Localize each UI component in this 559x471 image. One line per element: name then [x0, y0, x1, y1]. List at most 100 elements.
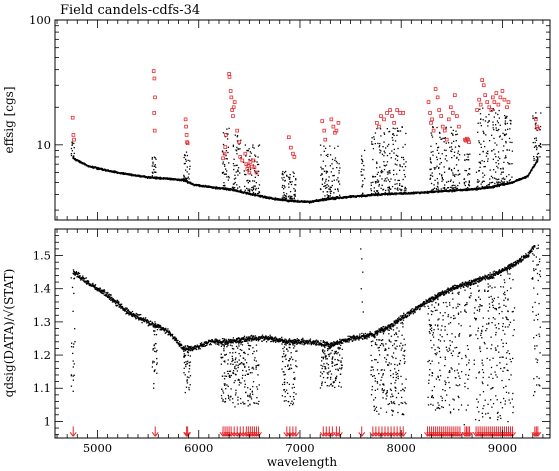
top-data-point — [73, 142, 75, 145]
bottom-data-point — [341, 338, 343, 341]
top-data-point — [388, 192, 390, 195]
bottom-data-point — [410, 311, 412, 313]
top-data-point — [377, 142, 379, 145]
bottom-data-point — [146, 320, 148, 322]
bottom-data-point — [301, 341, 303, 344]
top-data-point — [198, 185, 201, 188]
bottom-data-point — [237, 338, 239, 340]
bottom-data-point — [100, 290, 102, 292]
top-data-point — [505, 117, 508, 119]
top-data-point — [386, 154, 389, 157]
top-data-point — [482, 186, 484, 188]
top-data-point — [383, 161, 385, 163]
top-data-point — [283, 198, 285, 200]
bottom-data-point — [308, 343, 310, 345]
top-data-point — [295, 184, 297, 186]
top-data-point — [185, 177, 187, 179]
top-data-point — [296, 200, 299, 202]
bottom-data-point — [149, 324, 151, 326]
top-data-point — [503, 178, 505, 180]
top-data-point — [114, 170, 116, 172]
top-data-point — [324, 165, 327, 167]
bottom-data-point — [147, 321, 149, 324]
bottom-data-point — [399, 319, 401, 322]
top-data-point — [371, 194, 373, 196]
top-data-point — [399, 188, 401, 190]
bottom-data-point — [332, 344, 335, 346]
top-data-point — [337, 190, 339, 192]
top-data-point — [437, 190, 440, 192]
top-data-point — [256, 192, 259, 195]
bottom-data-point — [126, 307, 128, 309]
top-data-point — [376, 128, 378, 130]
top-data-point — [81, 162, 83, 165]
top-data-point — [252, 144, 254, 146]
bottom-data-point — [148, 324, 150, 326]
bottom-data-point — [212, 340, 214, 343]
top-data-point — [482, 176, 484, 178]
bottom-data-point — [315, 340, 317, 342]
top-data-point — [222, 163, 224, 165]
top-data-point — [325, 154, 327, 157]
top-data-point — [500, 168, 502, 170]
top-data-point — [327, 153, 329, 156]
bottom-data-point — [209, 340, 211, 343]
bottom-data-point — [111, 298, 113, 300]
top-data-point — [440, 161, 442, 164]
bottom-data-point — [135, 312, 137, 315]
flagged-point-marker — [72, 137, 76, 142]
top-data-point — [435, 143, 438, 145]
bottom-data-point — [399, 318, 401, 320]
top-data-point — [183, 176, 186, 178]
top-data-point — [450, 186, 452, 189]
top-data-point — [404, 143, 406, 146]
bottom-data-point — [380, 327, 382, 329]
bottom-data-point — [289, 340, 291, 342]
top-data-point — [202, 184, 205, 187]
bottom-data-point — [391, 323, 393, 325]
flagged-point-marker — [428, 111, 432, 115]
top-data-point — [330, 197, 333, 199]
bottom-data-point — [237, 337, 240, 339]
bottom-data-point — [283, 339, 286, 341]
bottom-data-point — [132, 315, 134, 318]
bottom-data-point — [367, 334, 369, 336]
bottom-data-point — [155, 323, 157, 325]
top-data-point — [401, 185, 404, 188]
top-data-point — [497, 156, 500, 158]
top-data-point — [252, 186, 254, 188]
top-data-point — [312, 200, 314, 202]
bottom-data-point — [171, 335, 174, 337]
top-data-point — [536, 129, 538, 132]
top-data-point — [455, 164, 458, 166]
top-data-point — [450, 146, 453, 148]
top-data-point — [199, 184, 201, 186]
bottom-data-point — [270, 337, 272, 339]
top-data-point — [293, 197, 295, 199]
bottom-data-point — [188, 348, 190, 350]
bottom-data-point — [265, 335, 267, 337]
bottom-data-point — [221, 337, 224, 340]
bottom-data-point — [381, 328, 384, 330]
bottom-data-point — [397, 319, 400, 321]
top-data-point — [444, 137, 446, 140]
top-flagged-layer — [70, 69, 540, 175]
top-data-point — [450, 169, 453, 171]
bottom-data-point — [414, 306, 417, 308]
top-data-point — [437, 181, 439, 184]
bottom-data-point — [128, 312, 130, 314]
top-data-point — [384, 165, 386, 167]
top-data-point — [484, 145, 486, 148]
bottom-data-point — [82, 277, 85, 279]
top-data-point — [380, 171, 383, 174]
top-data-point — [447, 180, 450, 183]
top-data-point — [285, 197, 288, 199]
top-data-point — [360, 174, 363, 176]
bottom-data-point — [334, 341, 336, 344]
bottom-data-point — [362, 338, 364, 341]
top-data-point — [441, 177, 444, 180]
top-data-point — [540, 146, 542, 148]
top-data-point — [335, 197, 337, 199]
top-data-point — [450, 179, 452, 181]
top-data-point — [376, 167, 378, 169]
